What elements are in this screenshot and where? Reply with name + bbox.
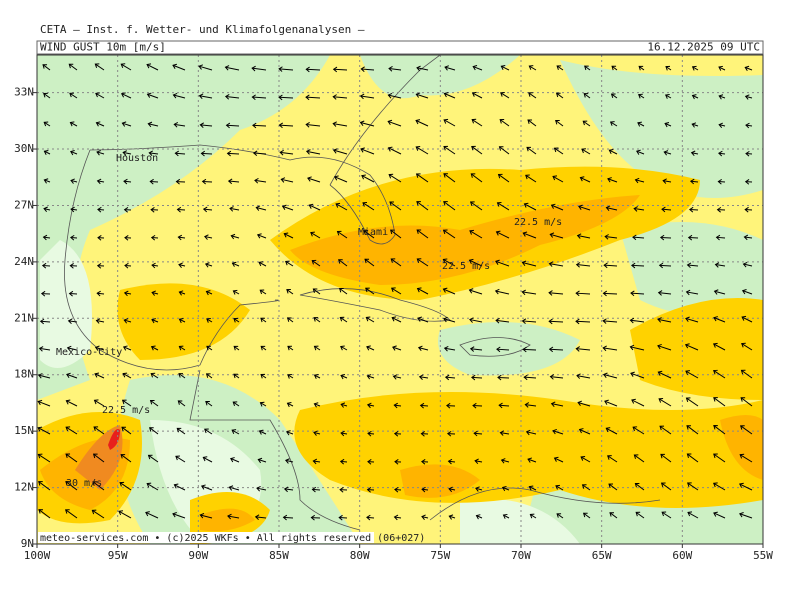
lat-tick-label: 27N bbox=[14, 198, 34, 211]
lon-tick-label: 70W bbox=[511, 549, 531, 562]
lat-tick-label: 33N bbox=[14, 86, 34, 99]
lon-tick-label: 60W bbox=[672, 549, 692, 562]
lat-tick-label: 15N bbox=[14, 424, 34, 437]
institute-header: CETA — Inst. f. Wetter- und Klimafolgena… bbox=[40, 23, 365, 36]
arrow-shaft bbox=[472, 377, 482, 378]
city-label: Miami bbox=[358, 227, 388, 238]
arrow-shaft bbox=[203, 181, 212, 182]
valid-time: 16.12.2025 09 UTC bbox=[647, 41, 760, 54]
arrow-shaft bbox=[498, 377, 509, 378]
arrow-shaft bbox=[689, 237, 698, 238]
lat-tick-label: 9N bbox=[21, 537, 34, 550]
arrow-shaft bbox=[201, 153, 212, 154]
contour-label: 22.5 m/s bbox=[514, 217, 562, 228]
lat-tick-label: 18N bbox=[14, 368, 34, 381]
lat-tick-label: 12N bbox=[14, 481, 34, 494]
lon-tick-label: 95W bbox=[108, 549, 128, 562]
arrow-shaft bbox=[661, 237, 671, 238]
city-label: Houston bbox=[116, 153, 158, 164]
arrow-shaft bbox=[253, 125, 266, 126]
arrow-shaft bbox=[284, 517, 293, 518]
contour-label: 30 m/s bbox=[66, 478, 102, 489]
lon-tick-label: 80W bbox=[350, 549, 370, 562]
lon-tick-label: 100W bbox=[24, 549, 51, 562]
arrow-shaft bbox=[228, 153, 239, 154]
parameter-title: WIND GUST 10m [m/s] bbox=[40, 41, 166, 54]
arrow-shaft bbox=[660, 265, 671, 266]
field bbox=[37, 55, 763, 544]
lat-tick-label: 24N bbox=[14, 255, 34, 268]
arrow-shaft bbox=[603, 293, 617, 294]
city-label: Mexico-City bbox=[56, 347, 122, 358]
lat-tick-label: 30N bbox=[14, 142, 34, 155]
arrow-shaft bbox=[523, 349, 536, 350]
lat-tick-label: 21N bbox=[14, 311, 34, 324]
contour-label: 22.5 m/s bbox=[102, 405, 150, 416]
arrow-shaft bbox=[334, 69, 347, 70]
contour-label: 22.5 m/s bbox=[442, 261, 490, 272]
lon-tick-label: 85W bbox=[269, 549, 289, 562]
lon-tick-label: 55W bbox=[753, 549, 773, 562]
lon-tick-label: 65W bbox=[592, 549, 612, 562]
footer: meteo-services.com • (c)2025 WKFs • All … bbox=[40, 533, 425, 544]
lon-tick-label: 75W bbox=[430, 549, 450, 562]
lon-tick-label: 90W bbox=[188, 549, 208, 562]
arrow-shaft bbox=[632, 265, 644, 266]
arrow-shaft bbox=[279, 97, 293, 98]
